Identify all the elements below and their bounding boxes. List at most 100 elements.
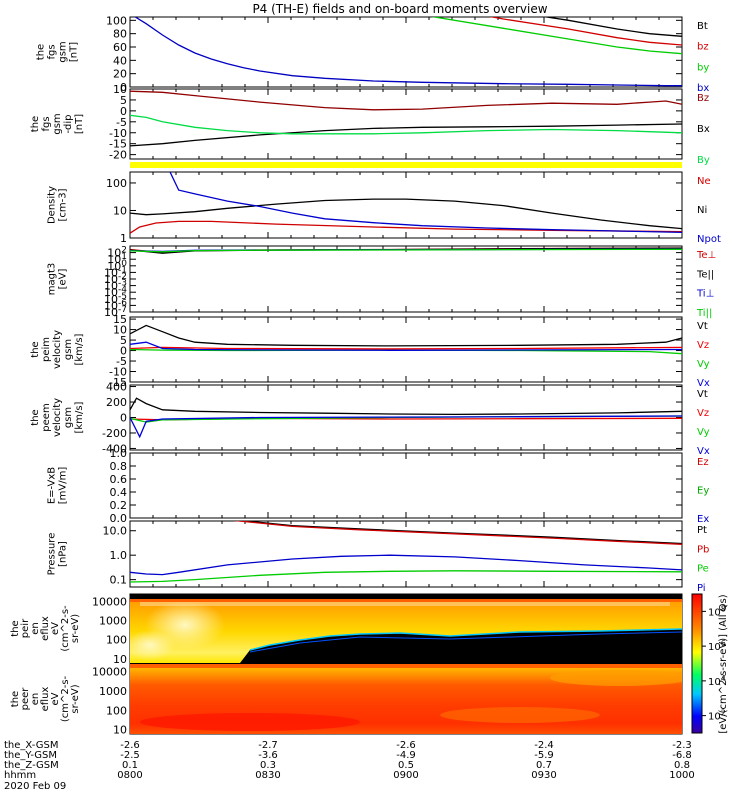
- legend-Ez: Ez: [697, 457, 709, 468]
- ephemeris-value: -6.8: [672, 750, 692, 761]
- y-tick-label: 0: [120, 412, 127, 425]
- ephemeris-value: 0.3: [260, 760, 276, 771]
- legend-Pe: Pe: [697, 564, 709, 575]
- legend-Bz: Bz: [697, 93, 709, 104]
- y-axis-label: the: [30, 116, 41, 132]
- ephemeris-value: 0.5: [398, 760, 414, 771]
- legend-Ex: Ex: [697, 514, 709, 525]
- ephemeris-value: -2.6: [120, 740, 140, 751]
- legend-Vy: Vy: [697, 427, 710, 438]
- ion-spectrogram: [130, 594, 682, 663]
- y-axis-label: gsm: [52, 113, 63, 134]
- series-Pi: [130, 554, 682, 576]
- legend-Vz: Vz: [697, 408, 709, 419]
- y-tick-label: 10: [113, 204, 127, 217]
- y-axis-label: gsm: [63, 407, 74, 428]
- y-axis-label: [nT]: [74, 114, 85, 134]
- series-by: [430, 17, 682, 55]
- y-tick-label: 40: [113, 54, 127, 67]
- ephemeris-value: -4.9: [396, 750, 416, 761]
- ephemeris-value: -2.4: [534, 740, 554, 751]
- y-tick-label: 1: [120, 232, 127, 245]
- y-tick-label: 0.6: [110, 473, 128, 486]
- panel-e-vxb: 0.00.20.40.60.81.0 E=-VxB [mV/m] Ez Ey Ex: [47, 447, 710, 525]
- legend-Pb: Pb: [697, 544, 709, 555]
- series-Ne: [130, 220, 682, 234]
- legend-Te: Te⊥: [696, 250, 716, 261]
- y-tick-label: -5: [116, 355, 127, 368]
- legend-Vz: Vz: [697, 340, 709, 351]
- ephemeris-value: 0930: [531, 770, 556, 781]
- series-Pb: [232, 521, 682, 545]
- legend-Npot: Npot: [697, 234, 721, 245]
- legend-Vt: Vt: [697, 321, 708, 332]
- ephemeris-value: -3.6: [258, 750, 278, 761]
- y-axis-label: -dip: [63, 114, 74, 133]
- y-tick-label: -15: [109, 138, 127, 151]
- y-tick-label: 1000: [99, 685, 127, 698]
- y-tick-label: 100: [106, 634, 127, 647]
- y-axis-label: en: [30, 622, 41, 635]
- y-tick-label: 1000: [99, 615, 127, 628]
- y-tick-label: -15: [109, 376, 127, 389]
- y-axis-label: (cm^2-s-: [60, 675, 71, 722]
- y-axis-label: eV: [50, 692, 61, 705]
- y-axis-label: the: [10, 691, 21, 707]
- legend-Te: Te||: [696, 269, 714, 280]
- panel-frame: [129, 245, 683, 313]
- series-Vt: [130, 324, 682, 347]
- legend-Ti: Ti⊥: [696, 289, 714, 300]
- y-axis-label: velocity: [52, 398, 63, 437]
- y-tick-label: -10: [109, 127, 127, 140]
- y-tick-label: 100: [106, 14, 127, 27]
- ephemeris-value: -2.5: [120, 750, 140, 761]
- y-axis-label: [mV/m]: [58, 467, 69, 505]
- legend-Vy: Vy: [697, 359, 710, 370]
- y-axis-label: peem: [41, 403, 52, 431]
- series-Pe: [130, 570, 682, 583]
- series-By: [130, 114, 682, 135]
- series-Bz: [130, 90, 682, 111]
- ephemeris-value: 0830: [255, 770, 280, 781]
- y-tick-label: 1.0: [110, 549, 128, 562]
- y-axis-label: [eV]: [58, 269, 69, 290]
- y-tick-label: 100: [106, 704, 127, 717]
- series-bx: [134, 17, 682, 87]
- legend-Ne: Ne: [697, 176, 711, 187]
- y-tick-label: 1.0: [110, 447, 128, 460]
- ephemeris-name: the_Y-GSM: [4, 750, 57, 761]
- y-tick-label: 0.8: [110, 460, 128, 473]
- y-tick-label: 400: [106, 381, 127, 394]
- y-axis-label: E=-VxB: [47, 467, 58, 504]
- y-tick-label: -400: [102, 442, 127, 455]
- ephemeris-value: 0.1: [122, 760, 138, 771]
- y-tick-label: 10000: [92, 596, 127, 609]
- y-axis-label: (cm^2-s-: [60, 605, 71, 652]
- y-tick-label: 10: [113, 653, 127, 666]
- y-tick-label: 200: [106, 396, 127, 409]
- y-tick-label: 15: [113, 313, 127, 326]
- ephemeris-value: 0.7: [536, 760, 552, 771]
- panel-peem-velocity: -400 -200 0 200 400 the peem velocity gsm [km/s] V…: [30, 381, 710, 457]
- panel-magt3: 10-710-610-510-410-310-210-1100101102mag…: [47, 245, 716, 319]
- series-Vt: [130, 397, 682, 416]
- ephemeris-value: -5.9: [534, 750, 554, 761]
- series-Ni: [130, 198, 682, 230]
- legend-Pi: Pi: [697, 583, 706, 594]
- electron-spectrogram: [130, 664, 682, 734]
- y-axis-label: eflux: [40, 687, 51, 712]
- y-axis-label: [km/s]: [74, 401, 85, 433]
- y-axis-label: eV: [50, 622, 61, 635]
- y-tick-label: -20: [109, 149, 127, 162]
- y-axis-label: gsm: [58, 41, 69, 62]
- y-axis-label: [nPa]: [58, 541, 69, 567]
- series-Vx: [130, 415, 682, 439]
- y-axis-label: en: [30, 693, 41, 706]
- y-axis-label: peim: [41, 337, 52, 362]
- ephemeris-value: -2.3: [672, 740, 692, 751]
- y-tick-label: 20: [113, 68, 127, 81]
- legend-bz: bz: [697, 42, 709, 53]
